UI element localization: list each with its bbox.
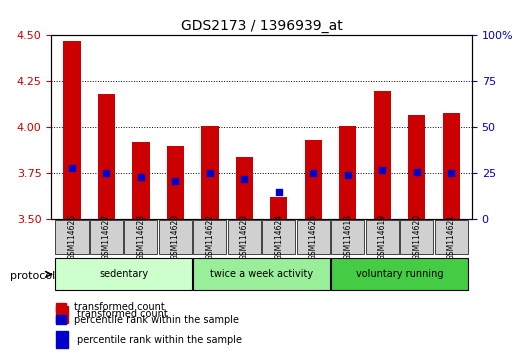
Text: GSM114626: GSM114626 [68,214,76,260]
Text: GSM114620: GSM114620 [412,214,421,260]
FancyBboxPatch shape [331,258,468,290]
Point [412,169,421,175]
Point [447,171,456,176]
FancyBboxPatch shape [262,220,295,254]
Text: protocol: protocol [10,271,55,281]
Bar [167,146,184,219]
Text: twice a week activity: twice a week activity [210,269,313,279]
Bar [373,91,391,219]
Point [275,189,283,195]
Bar [408,115,425,219]
Text: sedentary: sedentary [99,269,148,279]
FancyBboxPatch shape [124,220,157,254]
Text: transformed count: transformed count [76,309,167,319]
FancyBboxPatch shape [159,220,192,254]
FancyBboxPatch shape [228,220,261,254]
Text: GSM114629: GSM114629 [171,214,180,260]
Point [137,174,145,180]
Bar [270,198,287,219]
FancyBboxPatch shape [55,258,192,290]
Point [378,167,386,173]
FancyBboxPatch shape [193,220,226,254]
Text: GSM114619: GSM114619 [378,214,387,260]
Bar [305,140,322,219]
Point [68,165,76,171]
Text: percentile rank within the sample: percentile rank within the sample [76,335,242,345]
FancyBboxPatch shape [55,220,89,254]
Bar [339,126,357,219]
Text: GSM114623: GSM114623 [240,214,249,260]
Bar [132,142,150,219]
FancyBboxPatch shape [435,220,468,254]
Bar [201,126,219,219]
Title: GDS2173 / 1396939_at: GDS2173 / 1396939_at [181,19,343,33]
Bar [55,331,68,348]
Bar [55,306,68,323]
Text: GSM114627: GSM114627 [102,214,111,260]
FancyBboxPatch shape [90,220,123,254]
Text: GSM114628: GSM114628 [136,214,146,260]
Text: voluntary running: voluntary running [356,269,443,279]
FancyBboxPatch shape [331,220,364,254]
Point [206,171,214,176]
Text: GSM114618: GSM114618 [343,214,352,260]
FancyBboxPatch shape [400,220,433,254]
Text: GSM114624: GSM114624 [274,214,283,260]
Point [103,171,111,176]
FancyBboxPatch shape [297,220,330,254]
Bar [64,41,81,219]
Point [171,178,180,184]
Bar [443,113,460,219]
Point [344,172,352,178]
Point [309,171,318,176]
Text: GSM114622: GSM114622 [205,214,214,260]
Point [240,176,248,182]
Legend: transformed count, percentile rank within the sample: transformed count, percentile rank withi… [56,302,239,325]
Text: GSM114625: GSM114625 [309,214,318,260]
Text: GSM114621: GSM114621 [447,214,456,260]
Bar [236,157,253,219]
Bar [98,94,115,219]
FancyBboxPatch shape [366,220,399,254]
FancyBboxPatch shape [193,258,330,290]
